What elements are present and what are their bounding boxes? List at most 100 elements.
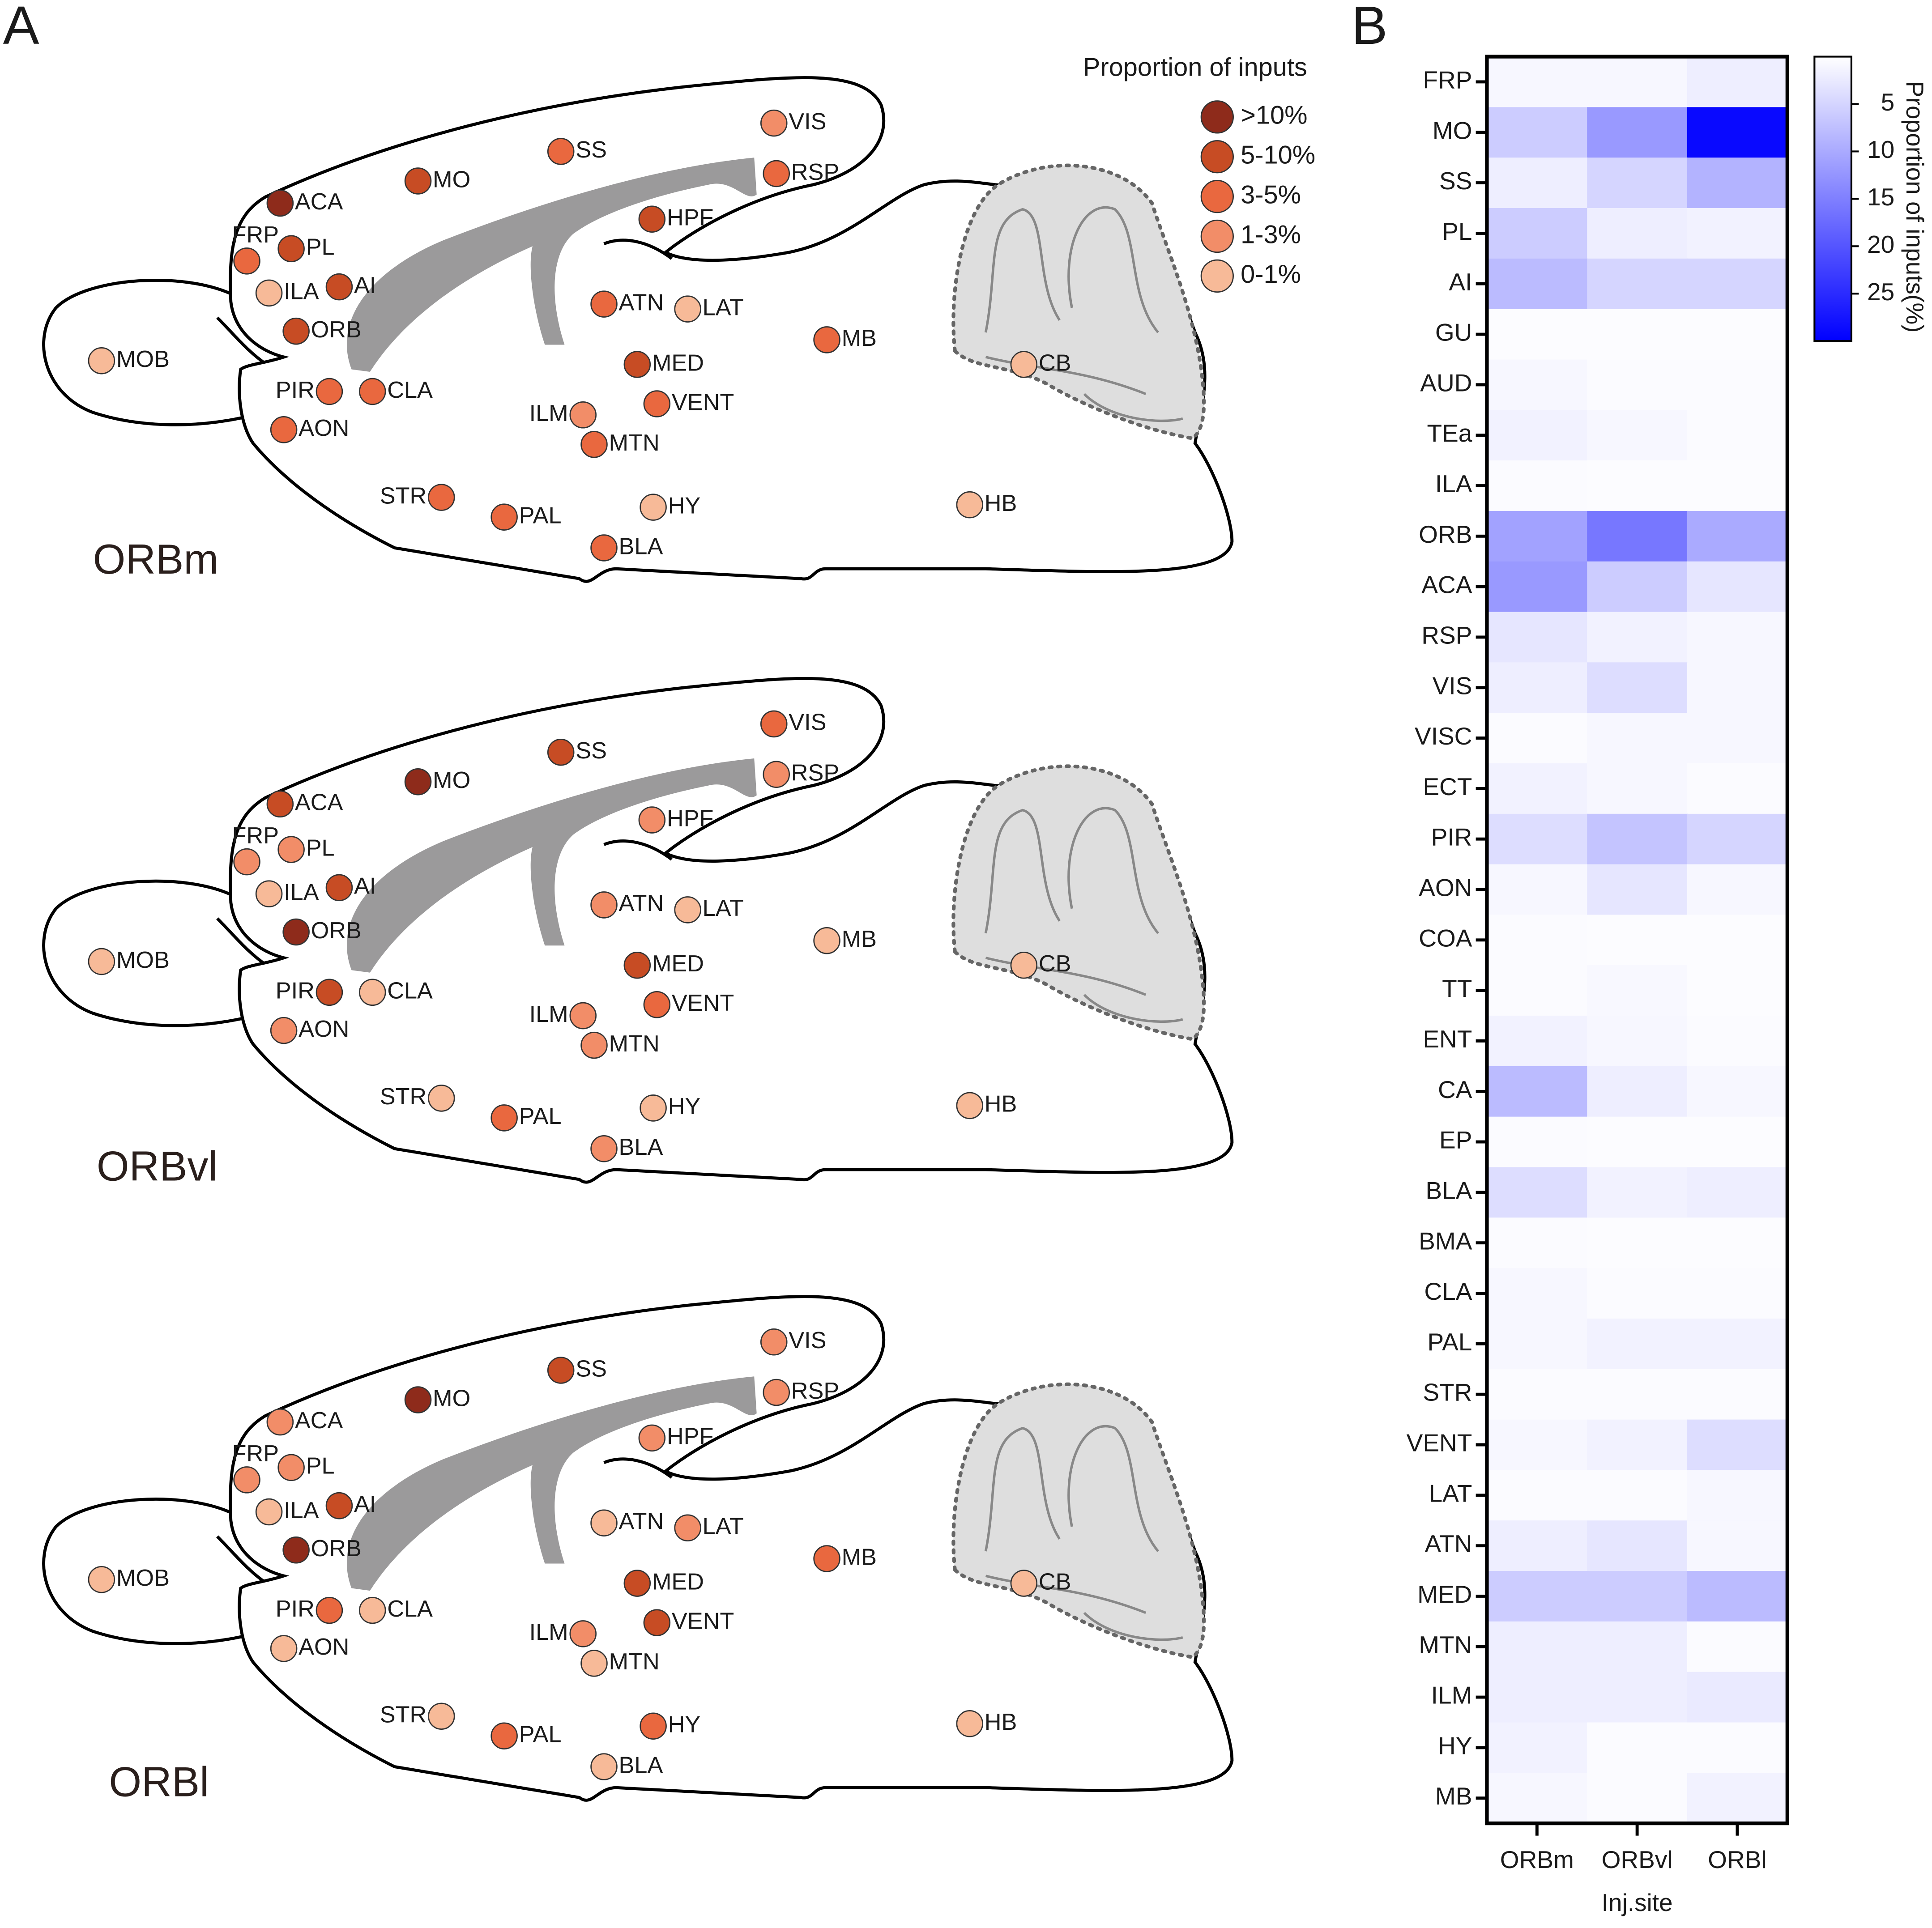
heatmap-cell (1587, 864, 1688, 915)
heatmap-cell (1587, 511, 1688, 562)
region-label: MTN (609, 1031, 660, 1057)
y-tick-label: FRP (1423, 66, 1472, 94)
heatmap-cell (1487, 511, 1588, 562)
region-label: ILM (529, 1001, 568, 1027)
region-dot (316, 378, 343, 405)
heatmap-cell (1587, 309, 1688, 360)
brain-map: ORBvl ACA MO SS VIS RSP HPF FRP PL ILA AI ORB ATN LAT… (44, 678, 1232, 1190)
heatmap-cell (1687, 1621, 1788, 1673)
region-dot (428, 1085, 455, 1112)
heatmap-cell (1587, 1116, 1688, 1168)
brain-outline (44, 78, 1232, 582)
region-label: HB (985, 490, 1017, 516)
region-dot (277, 836, 305, 863)
y-tick-label: EP (1439, 1126, 1472, 1154)
colorbar-tick-label: 10 (1867, 136, 1894, 163)
x-tick-label: ORBl (1708, 1846, 1766, 1873)
y-tick-label: AON (1419, 874, 1472, 902)
region-dot (813, 1545, 840, 1572)
heatmap-cell (1487, 1470, 1588, 1521)
heatmap-cell (1587, 1268, 1688, 1319)
region-dot (282, 918, 310, 946)
region-dot (813, 927, 840, 954)
heatmap-cell (1687, 1318, 1788, 1370)
y-tick-label: ECT (1423, 773, 1472, 800)
y-tick-label: VIS (1433, 672, 1472, 699)
heatmap-cell (1587, 713, 1688, 764)
region-label: MTN (609, 1649, 660, 1675)
region-dot (277, 235, 305, 263)
x-axis-label: Inj.site (1602, 1889, 1673, 1916)
legend-label: 3-5% (1241, 180, 1301, 209)
heatmap-cell (1587, 1419, 1688, 1471)
legend-swatch (1200, 180, 1234, 213)
region-dot (358, 378, 386, 405)
region-label: MO (433, 767, 470, 793)
panel-label: A (3, 0, 39, 55)
y-tick-label: TEa (1427, 419, 1472, 447)
region-label: MOB (116, 947, 170, 973)
region-label: MED (652, 951, 704, 977)
region-dot (638, 205, 666, 233)
heatmap-cell (1487, 561, 1588, 613)
region-dot (760, 1328, 788, 1356)
region-label: ILA (284, 279, 319, 305)
heatmap-cell (1487, 612, 1588, 663)
heatmap-cell (1487, 1621, 1588, 1673)
region-label: ILA (284, 879, 319, 905)
region-dot (763, 1379, 790, 1406)
region-label: MED (652, 1569, 704, 1595)
region-label: MOB (116, 346, 170, 372)
heatmap-cell (1687, 1722, 1788, 1774)
heatmap-cell (1487, 1773, 1588, 1824)
region-label: PIR (276, 1596, 315, 1622)
region-label: MOB (116, 1565, 170, 1591)
region-dot (282, 317, 310, 345)
y-tick-label: CA (1438, 1076, 1472, 1103)
brain-outline (44, 678, 1232, 1182)
heatmap-cell (1587, 460, 1688, 512)
heatmap-cell (1487, 157, 1588, 209)
region-dot (956, 1710, 984, 1737)
heatmap-cell (1687, 713, 1788, 764)
heatmap-cell (1487, 309, 1588, 360)
region-dot (325, 273, 353, 301)
region-dot (490, 1722, 518, 1750)
heatmap-cell (1587, 612, 1688, 663)
region-dot (316, 979, 343, 1006)
region-dot (404, 167, 432, 195)
region-label: CLA (387, 377, 433, 403)
region-label: ILM (529, 400, 568, 426)
region-label: AI (354, 272, 376, 298)
y-tick-label: MO (1433, 116, 1472, 144)
region-dot (640, 1712, 667, 1740)
heatmap-cell (1687, 1116, 1788, 1168)
heatmap-cell (1687, 1520, 1788, 1572)
y-tick-label: RSP (1421, 621, 1472, 649)
region-label: BLA (619, 1134, 663, 1160)
heatmap-cell (1687, 157, 1788, 209)
region-label: ACA (295, 1408, 343, 1434)
heatmap-cell (1487, 713, 1588, 764)
heatmap-cell (1487, 359, 1588, 411)
region-dot (358, 979, 386, 1006)
region-label: SS (576, 738, 607, 764)
region-label: ILA (284, 1498, 319, 1524)
heatmap-cell (1687, 511, 1788, 562)
region-dot (674, 295, 701, 323)
region-dot (760, 710, 788, 738)
heatmap-cell (1587, 107, 1688, 158)
heatmap-cell (1487, 1571, 1588, 1622)
heatmap-cell (1487, 915, 1588, 966)
region-dot (643, 390, 671, 417)
region-dot (1010, 351, 1038, 378)
region-dot (233, 848, 260, 876)
legend-swatch (1200, 140, 1234, 174)
heatmap-cell (1487, 1369, 1588, 1420)
y-tick-label: ATN (1424, 1530, 1472, 1558)
y-tick-label: ENT (1423, 1025, 1472, 1053)
region-label: ATN (619, 1509, 664, 1535)
colorbar (1813, 55, 1852, 342)
region-label: ATN (619, 289, 664, 315)
